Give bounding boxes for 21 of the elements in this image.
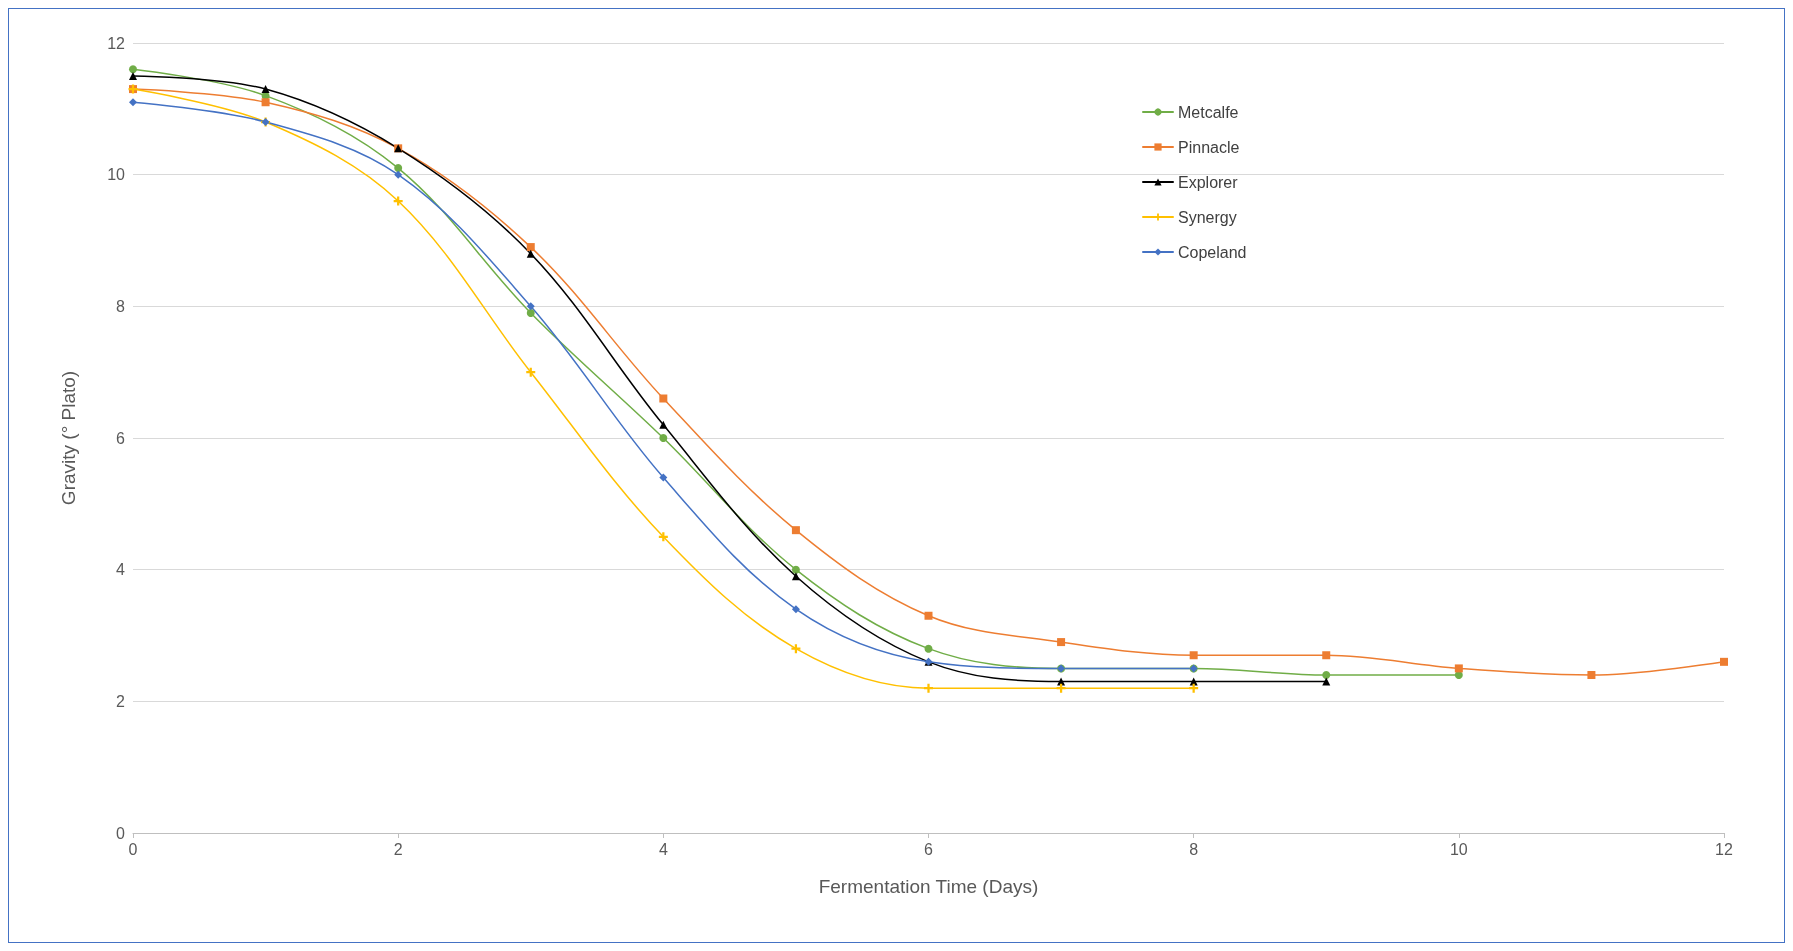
y-tick-label: 4 [116, 561, 126, 579]
y-tick-label: 0 [116, 824, 126, 842]
legend-label: Explorer [1178, 173, 1239, 191]
y-tick-label: 10 [107, 166, 126, 184]
x-tick-label: 4 [658, 840, 668, 858]
legend-label: Synergy [1178, 208, 1237, 226]
y-tick-label: 2 [116, 692, 126, 710]
x-tick-label: 10 [1449, 840, 1468, 858]
x-tick-label: 8 [1189, 840, 1199, 858]
x-tick-label: 6 [924, 840, 934, 858]
x-tick-label: 2 [393, 840, 403, 858]
y-tick-label: 6 [116, 429, 126, 447]
y-tick-label: 12 [107, 34, 126, 52]
y-tick-label: 8 [116, 297, 126, 315]
y-axis-title: Gravity (° Plato) [58, 370, 79, 506]
x-axis-title: Fermentation Time (Days) [818, 876, 1039, 897]
x-tick-label: 0 [128, 840, 138, 858]
legend-label: Pinnacle [1178, 138, 1240, 156]
legend-label: Copeland [1178, 243, 1247, 261]
x-tick-label: 12 [1715, 840, 1733, 858]
legend-label: Metcalfe [1178, 103, 1239, 121]
